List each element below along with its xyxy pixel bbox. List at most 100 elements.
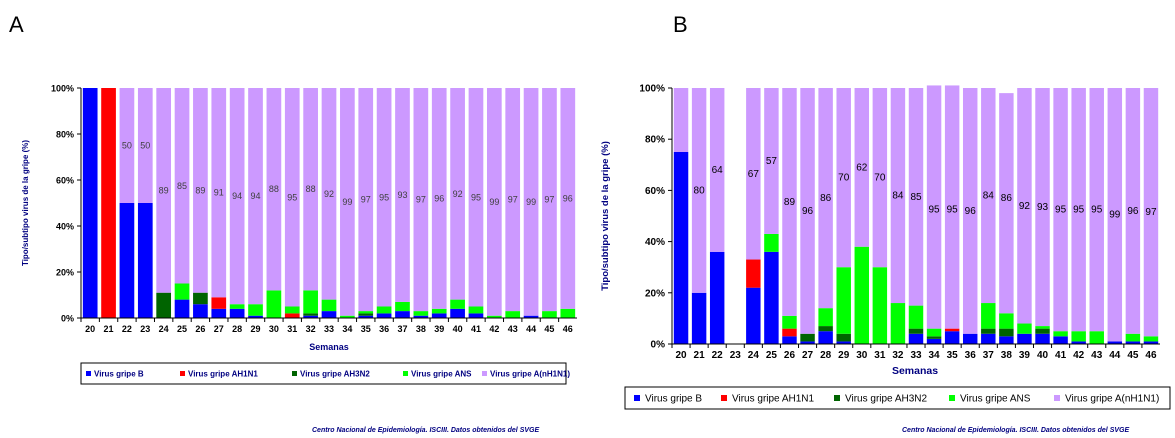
- footer-credit-a: Centro Nacional de Epidemiología. ISCIII…: [312, 427, 540, 434]
- bar-segment-anh1n1: [321, 88, 337, 300]
- bar-segment-b: [395, 311, 410, 318]
- x-tick-label: 34: [342, 324, 352, 334]
- bar-segment-anh1n1: [1071, 88, 1086, 332]
- bar-segment-ans: [1035, 326, 1050, 329]
- bar-segment-ah3n2: [818, 326, 833, 332]
- bar-segment-b: [709, 251, 725, 344]
- data-label: 92: [453, 189, 463, 199]
- bar-segment-ans: [266, 290, 282, 318]
- legend-label-ans: Virus gripe ANS: [411, 369, 472, 378]
- bar-segment-ans: [340, 315, 355, 318]
- x-tick-label: 20: [85, 324, 95, 334]
- footer-credit-b: Centro Nacional de Epidemiología. ISCIII…: [902, 427, 1130, 434]
- bar-segment-ans: [854, 246, 870, 344]
- x-tick-label: 29: [251, 324, 261, 334]
- bar-segment-ans: [999, 313, 1014, 329]
- x-tick-label: 43: [508, 324, 518, 334]
- data-label: 86: [1001, 193, 1013, 204]
- y-tick-label: 100%: [639, 84, 665, 95]
- bar-segment-anh1n1: [691, 88, 707, 293]
- bar-segment-anh1n1: [1125, 88, 1141, 334]
- data-label: 95: [471, 192, 481, 202]
- bar-segment-ans: [358, 311, 374, 314]
- x-tick-label: 42: [489, 324, 499, 334]
- bar-segment-anh1n1: [709, 88, 725, 252]
- x-tick-label: 20: [675, 350, 687, 361]
- data-label: 50: [122, 141, 132, 151]
- bar-segment-anh1n1: [266, 88, 282, 291]
- bar-segment-ah3n2: [358, 313, 374, 316]
- bar-segment-ah1n1: [211, 297, 227, 309]
- bar-segment-anh1n1: [560, 88, 576, 309]
- bar-segment-b: [800, 341, 815, 344]
- bar-segment-ans: [174, 283, 190, 300]
- bar-segment-ans: [450, 299, 465, 309]
- x-tick-label: 30: [856, 350, 868, 361]
- legend-swatch-ah3n2: [834, 395, 840, 401]
- x-tick-label: 26: [784, 350, 796, 361]
- bar-segment-ans: [926, 328, 942, 337]
- x-tick-label: 45: [1127, 350, 1139, 361]
- data-label: 64: [712, 165, 724, 176]
- bar-segment-b: [523, 315, 539, 318]
- x-tick-label: 32: [306, 324, 316, 334]
- bar-segment-ans: [229, 304, 245, 309]
- data-label: 88: [269, 184, 279, 194]
- bar-segment-anh1n1: [673, 88, 689, 152]
- legend-swatch-ans: [949, 395, 955, 401]
- x-axis-label: Semanas: [892, 365, 938, 377]
- bar-segment-ah3n2: [193, 292, 208, 305]
- legend-label-ah3n2: Virus gripe AH3N2: [845, 394, 928, 405]
- legend-label-anh1n1: Virus gripe A(nH1N1): [490, 369, 570, 378]
- x-tick-label: 27: [214, 324, 224, 334]
- bar-segment-b: [193, 304, 208, 318]
- bar-segment-ans: [908, 305, 924, 329]
- legend-swatch-ah3n2: [292, 371, 297, 376]
- x-tick-label: 41: [471, 324, 481, 334]
- x-tick-label: 44: [526, 324, 536, 334]
- data-label: 84: [983, 191, 995, 202]
- data-label: 99: [1109, 210, 1121, 221]
- bar-segment-ah3n2: [926, 336, 942, 339]
- bar-segment-anh1n1: [468, 88, 484, 307]
- y-tick-label: 40%: [645, 237, 665, 248]
- bar-segment-anh1n1: [395, 88, 410, 302]
- bar-segment-b: [468, 313, 484, 318]
- x-tick-label: 23: [140, 324, 150, 334]
- bar-segment-b: [376, 313, 392, 318]
- bar-segment-b: [358, 315, 374, 318]
- bar-segment-anh1n1: [908, 88, 924, 306]
- data-label: 92: [1019, 201, 1031, 212]
- bar-segment-ans: [890, 303, 906, 344]
- bar-segment-b: [1071, 341, 1086, 344]
- legend-label-b: Virus gripe B: [645, 394, 702, 405]
- bar-segment-anh1n1: [1017, 88, 1032, 324]
- data-label: 96: [563, 193, 573, 203]
- bar-segment-b: [782, 336, 797, 344]
- bar-segment-b: [764, 251, 779, 344]
- bar-segment-anh1n1: [1035, 88, 1050, 327]
- bar-segment-anh1n1: [505, 88, 521, 312]
- bar-segment-anh1n1: [890, 88, 906, 304]
- bar-segment-ans: [981, 303, 996, 329]
- x-tick-label: 33: [324, 324, 334, 334]
- bar-segment-anh1n1: [137, 88, 153, 203]
- x-tick-label: 35: [947, 350, 959, 361]
- bar-segment-anh1n1: [962, 88, 978, 334]
- x-tick-label: 26: [195, 324, 205, 334]
- bar-segment-anh1n1: [431, 88, 447, 309]
- x-tick-label: 38: [416, 324, 426, 334]
- bar-segment-ah3n2: [800, 333, 815, 342]
- x-tick-label: 42: [1073, 350, 1085, 361]
- y-tick-label: 40%: [56, 222, 74, 232]
- x-tick-label: 24: [159, 324, 169, 334]
- bar-segment-ans: [872, 267, 888, 344]
- bar-segment-anh1n1: [174, 88, 190, 284]
- y-tick-label: 0%: [61, 314, 74, 324]
- data-label: 95: [1073, 205, 1085, 216]
- legend-label-anh1n1: Virus gripe A(nH1N1): [1065, 394, 1159, 405]
- x-tick-label: 32: [892, 350, 904, 361]
- bar-segment-b: [450, 308, 465, 318]
- x-tick-label: 46: [1145, 350, 1157, 361]
- x-tick-label: 25: [766, 350, 778, 361]
